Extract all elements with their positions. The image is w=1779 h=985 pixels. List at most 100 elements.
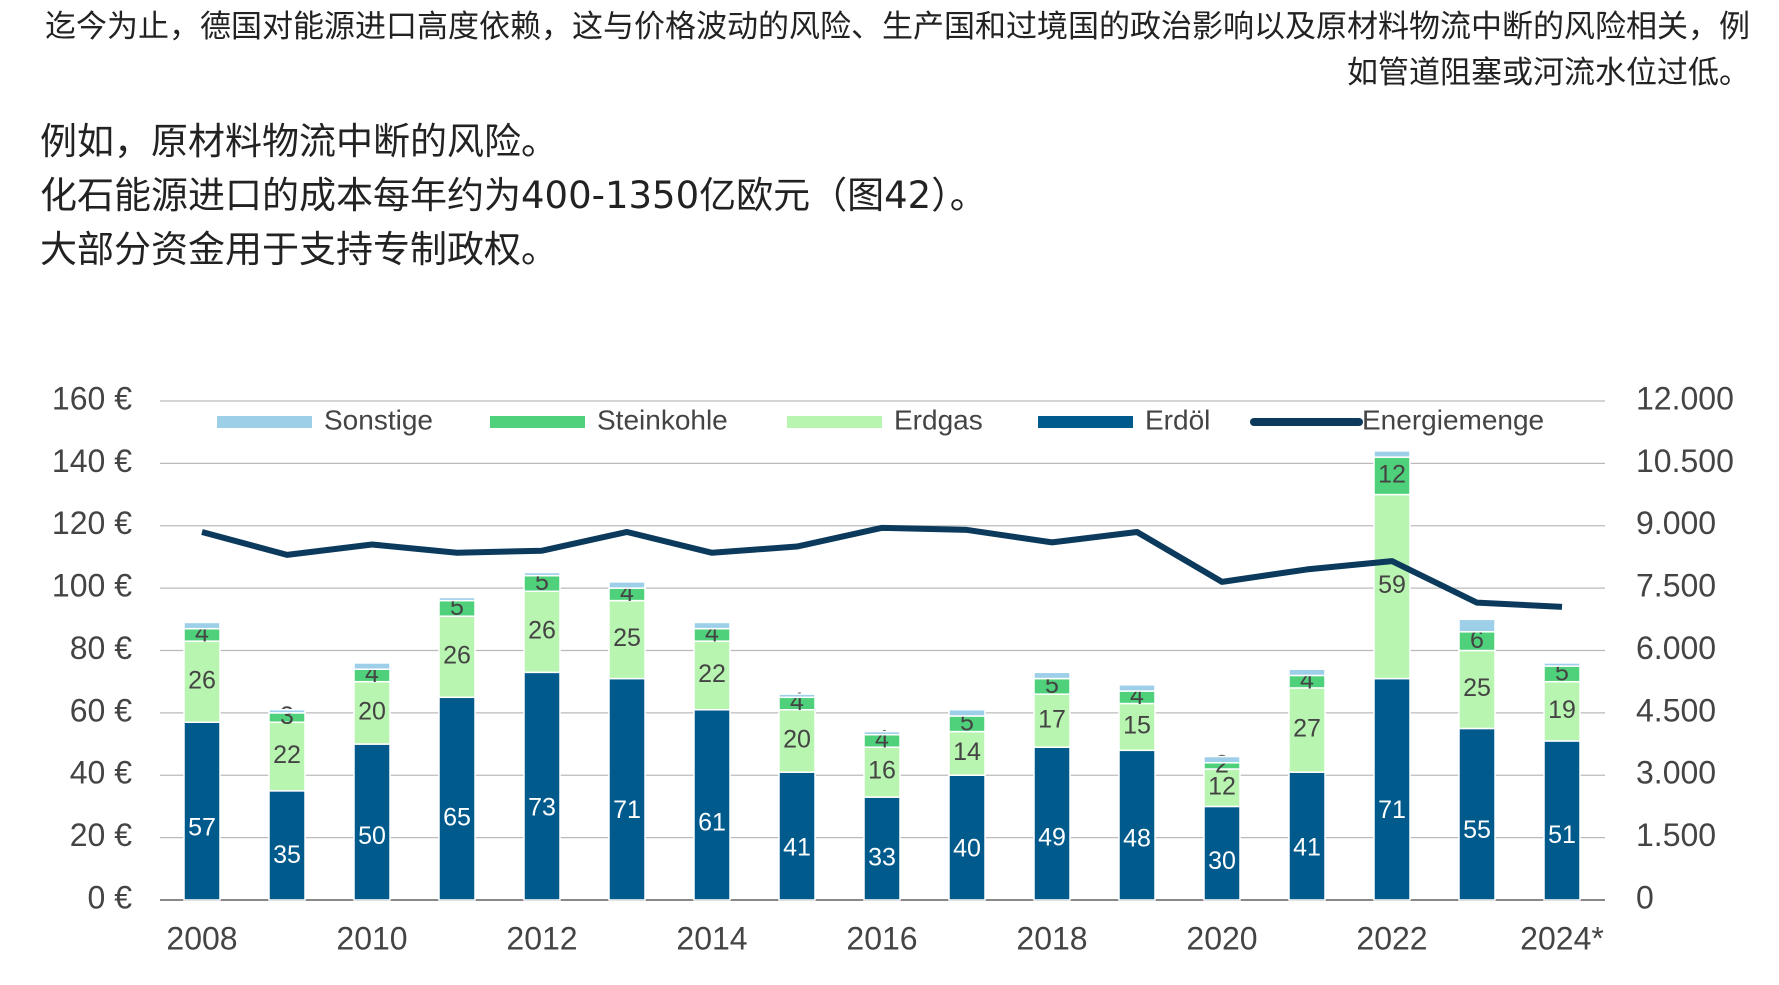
bar-segment xyxy=(863,730,901,736)
bar-segment xyxy=(523,671,561,901)
data-label: 71 xyxy=(613,796,641,824)
data-label: 41 xyxy=(783,833,811,861)
data-label: 48 xyxy=(1123,825,1151,853)
bar-segment xyxy=(438,596,476,602)
paragraph: 大部分资金用于支持专制政权。 xyxy=(40,228,558,271)
bar-segment xyxy=(438,615,476,699)
bar-segment xyxy=(1543,680,1581,742)
bar-segment xyxy=(183,721,221,901)
bar-segment xyxy=(523,571,561,577)
y2-tick-label: 4.500 xyxy=(1636,692,1716,728)
data-label: 20 xyxy=(783,726,811,754)
data-label: 27 xyxy=(1293,715,1321,743)
legend-label: Steinkohle xyxy=(597,404,728,435)
bar-segment xyxy=(1543,662,1581,667)
bar-segment xyxy=(1288,771,1326,901)
legend-swatch xyxy=(490,416,585,428)
bar-segment xyxy=(1458,618,1496,633)
legend-swatch xyxy=(787,416,882,428)
data-label: 26 xyxy=(188,666,216,694)
data-label: 14 xyxy=(953,738,981,766)
bar-segment xyxy=(608,581,646,589)
bar-segment xyxy=(948,730,986,777)
data-label: 51 xyxy=(1548,821,1576,849)
bar-segment xyxy=(1118,702,1156,752)
bar-segment xyxy=(693,621,731,630)
data-label: 20 xyxy=(358,697,386,725)
data-label: 25 xyxy=(1463,674,1491,702)
bar-segment xyxy=(1288,668,1326,677)
y2-tick-label: 6.000 xyxy=(1636,630,1716,666)
bar-segment xyxy=(1373,677,1411,901)
data-label: 35 xyxy=(273,841,301,869)
data-label: 3 xyxy=(280,702,294,730)
y2-tick-label: 7.500 xyxy=(1636,568,1716,604)
bar-segment xyxy=(608,677,646,901)
bar-segment xyxy=(1033,746,1071,901)
data-label: 26 xyxy=(443,641,471,669)
bar-segment xyxy=(778,693,816,699)
data-label: 30 xyxy=(1208,847,1236,875)
legend-swatch xyxy=(1038,416,1133,428)
x-tick-label: 2008 xyxy=(166,920,237,956)
bar-segment xyxy=(353,662,391,670)
data-label: 4 xyxy=(875,726,889,754)
data-label: 59 xyxy=(1378,571,1406,599)
data-label: 33 xyxy=(868,843,896,871)
y-tick-label: 60 € xyxy=(70,692,132,728)
data-label: 41 xyxy=(1293,833,1321,861)
bar-segment xyxy=(183,640,221,723)
legend-swatch xyxy=(217,416,312,428)
data-label: 50 xyxy=(358,822,386,850)
data-label: 61 xyxy=(698,809,726,837)
y-tick-label: 40 € xyxy=(70,755,132,791)
bar-segment xyxy=(608,599,646,680)
bar-segment xyxy=(948,709,986,717)
x-tick-label: 2014 xyxy=(676,920,747,956)
bar-segment xyxy=(778,709,816,773)
legend-label: Erdgas xyxy=(894,404,983,435)
y2-tick-label: 9.000 xyxy=(1636,505,1716,541)
x-tick-label: 2022 xyxy=(1356,920,1427,956)
data-label: 16 xyxy=(868,757,896,785)
bar-segment xyxy=(1458,727,1496,901)
bar-segment xyxy=(1033,671,1071,680)
bar-segment xyxy=(1203,768,1241,808)
data-label: 25 xyxy=(613,624,641,652)
y-tick-label: 120 € xyxy=(52,505,132,541)
data-label: 22 xyxy=(273,741,301,769)
bar-segment xyxy=(1203,755,1241,764)
y-tick-label: 20 € xyxy=(70,817,132,853)
x-tick-label: 2024* xyxy=(1520,920,1604,956)
y-tick-label: 160 € xyxy=(52,380,132,416)
bar-segment xyxy=(268,721,306,792)
data-label: 71 xyxy=(1378,796,1406,824)
bar-segment xyxy=(353,743,391,901)
paragraph: 例如，原材料物流中断的风险。 xyxy=(40,120,558,163)
bar-segment xyxy=(948,774,986,901)
data-label: 22 xyxy=(698,660,726,688)
data-label: 57 xyxy=(188,814,216,842)
legend-label: Sonstige xyxy=(324,404,433,435)
bar-segment xyxy=(183,621,221,630)
data-label: 15 xyxy=(1123,712,1151,740)
data-label: 73 xyxy=(528,794,556,822)
y2-tick-label: 10.500 xyxy=(1636,443,1734,479)
data-label: 12 xyxy=(1208,772,1236,800)
data-label: 49 xyxy=(1038,823,1066,851)
y-tick-label: 100 € xyxy=(52,568,132,604)
data-label: 4 xyxy=(790,688,804,716)
bar-segment xyxy=(523,590,561,674)
x-tick-label: 2012 xyxy=(506,920,577,956)
bar-segment xyxy=(268,790,306,901)
bar-segment xyxy=(778,771,816,901)
data-label: 19 xyxy=(1548,696,1576,724)
bar-segment xyxy=(1118,749,1156,901)
y-tick-label: 80 € xyxy=(70,630,132,666)
x-tick-label: 2010 xyxy=(336,920,407,956)
data-label: 40 xyxy=(953,835,981,863)
paragraph: 迄今为止，德国对能源进口高度依赖，这与价格波动的风险、生产国和过境国的政治影响以… xyxy=(45,9,1750,91)
data-label: 12 xyxy=(1378,460,1406,488)
